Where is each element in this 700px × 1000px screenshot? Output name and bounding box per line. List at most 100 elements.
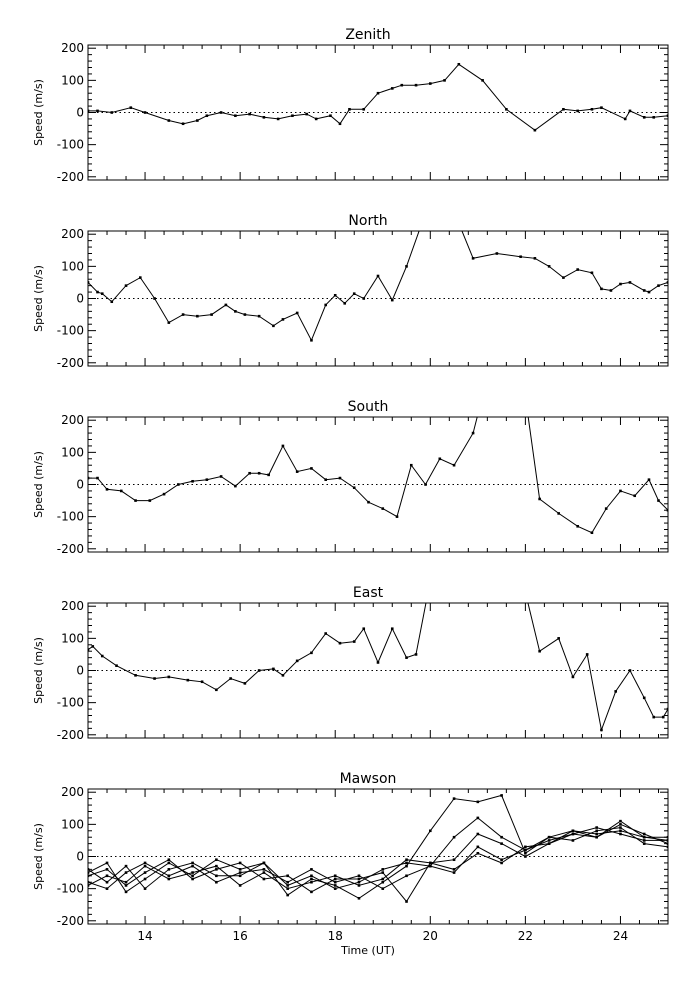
data-point — [452, 835, 456, 839]
y-tick-label: 200 — [61, 599, 84, 613]
data-point — [191, 874, 194, 878]
series-line-4 — [88, 823, 668, 890]
data-point — [105, 861, 109, 865]
panel-zenith: Zenith Speed (m/s) -200 -100 0 100 200 — [32, 27, 669, 184]
data-point — [633, 494, 637, 498]
data-point — [443, 592, 446, 595]
data-point — [642, 116, 646, 119]
data-point — [476, 832, 480, 836]
data-point — [452, 797, 456, 800]
data-point — [595, 826, 598, 829]
data-point — [88, 871, 90, 874]
data-point — [434, 220, 437, 223]
data-point — [310, 880, 313, 884]
y-tick-label: 0 — [76, 106, 84, 120]
data-point — [91, 645, 95, 648]
data-point — [234, 484, 237, 488]
data-point — [167, 675, 171, 679]
data-point — [219, 475, 223, 478]
data-point — [642, 842, 646, 845]
data-point — [452, 871, 456, 874]
data-point — [619, 282, 622, 286]
data-point — [124, 284, 128, 287]
data-point — [215, 874, 218, 878]
data-point — [400, 83, 404, 87]
data-point — [453, 210, 456, 213]
data-point — [376, 661, 380, 664]
y-tick-label: 0 — [76, 478, 84, 492]
data-point — [210, 313, 213, 316]
data-point — [257, 314, 261, 318]
data-point — [571, 839, 575, 842]
data-point — [205, 114, 209, 118]
data-point — [524, 851, 527, 855]
data-point — [305, 112, 308, 116]
data-point — [281, 444, 285, 448]
data-point — [333, 874, 337, 878]
data-point — [324, 478, 328, 481]
data-point — [562, 276, 565, 279]
series-line-1 — [88, 794, 668, 899]
data-point — [562, 107, 565, 111]
data-point — [124, 871, 128, 874]
y-tick-label: 200 — [61, 413, 84, 427]
data-point — [381, 887, 385, 890]
data-point — [338, 476, 342, 480]
data-point — [215, 688, 218, 692]
data-point — [110, 300, 114, 304]
data-point — [119, 489, 123, 493]
data-point — [390, 298, 394, 302]
data-point — [105, 868, 109, 871]
data-point — [262, 116, 266, 119]
data-point — [642, 832, 646, 836]
data-point — [234, 114, 237, 118]
data-point — [657, 284, 660, 287]
data-point — [585, 653, 589, 656]
data-point — [191, 871, 194, 874]
data-point — [167, 321, 171, 324]
data-point — [519, 361, 522, 364]
data-point — [105, 874, 109, 878]
y-tick-label: -100 — [57, 324, 84, 338]
data-point — [167, 119, 171, 122]
data-point — [219, 111, 223, 114]
data-point — [661, 715, 665, 719]
y-tick-label: 100 — [61, 631, 84, 645]
data-point — [571, 832, 575, 836]
data-point — [333, 877, 337, 881]
series-line-2 — [88, 817, 668, 890]
data-point — [590, 531, 594, 535]
data-point — [262, 871, 266, 874]
y-tick-label: -100 — [57, 696, 84, 710]
data-point — [666, 114, 668, 118]
data-point — [105, 880, 109, 884]
data-point — [405, 858, 408, 862]
data-point — [500, 858, 503, 862]
data-point — [143, 877, 147, 881]
data-point — [124, 880, 128, 884]
data-point — [215, 864, 218, 868]
data-point — [238, 868, 242, 871]
data-point — [181, 122, 185, 126]
data-point — [286, 884, 289, 887]
y-axis-label: Speed (m/s) — [32, 265, 45, 332]
data-point — [362, 107, 366, 111]
data-point — [295, 470, 299, 473]
data-point — [642, 839, 646, 842]
data-point — [134, 674, 137, 677]
data-point — [381, 877, 385, 881]
data-point — [362, 297, 366, 300]
data-point — [310, 868, 313, 871]
data-point — [191, 864, 194, 868]
data-point — [609, 289, 613, 292]
data-point — [405, 900, 408, 903]
data-point — [229, 677, 232, 680]
data-point — [390, 627, 394, 631]
data-point — [162, 492, 166, 496]
series-line-5 — [88, 830, 668, 890]
y-tick-label: 0 — [76, 292, 84, 306]
data-point — [424, 483, 427, 486]
data-point — [547, 839, 551, 842]
data-point — [191, 861, 194, 865]
x-tick-label: 20 — [423, 929, 438, 943]
